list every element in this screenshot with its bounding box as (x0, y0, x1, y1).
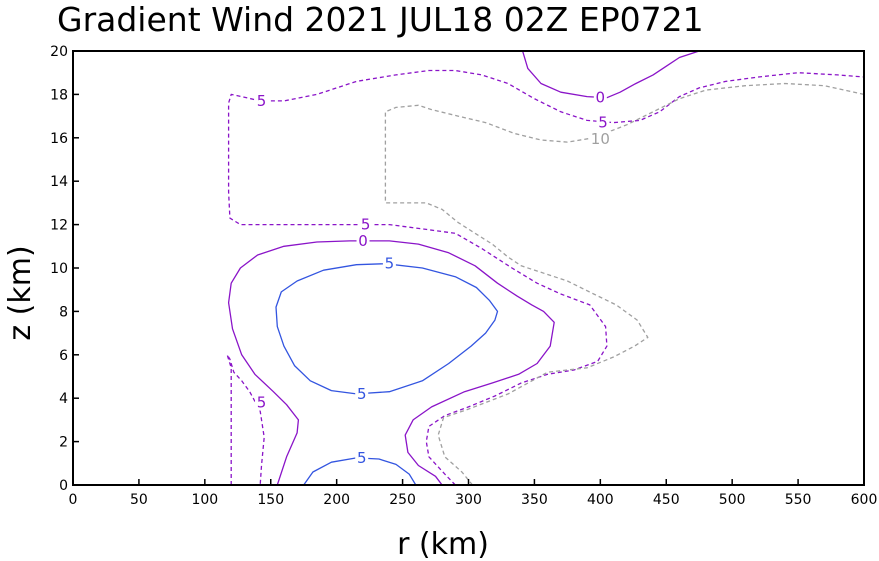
x-tick-label: 400 (587, 492, 614, 508)
contour-line-0 (227, 240, 555, 486)
contour-label-5: 5 (357, 449, 367, 467)
contour-label-0: 0 (596, 89, 606, 107)
contour-label-5: 5 (357, 385, 367, 403)
y-tick-label: 8 (59, 304, 68, 320)
x-axis-label: r (km) (397, 527, 489, 561)
contour-label-background (356, 232, 370, 249)
x-tick-label: 150 (257, 492, 284, 508)
x-tick-label: 100 (191, 492, 218, 508)
y-tick-label: 18 (50, 87, 68, 103)
contour-label-background (593, 89, 607, 106)
contour-line-0 (521, 50, 700, 99)
contour-label-background (355, 385, 369, 402)
contour-line-minus-10 (384, 82, 865, 486)
contour-line-minus-5 (226, 354, 265, 486)
contour-label-background (255, 394, 269, 411)
y-tick-label: 14 (50, 174, 68, 190)
contour-label-background (589, 130, 612, 147)
plot-frame (72, 50, 865, 486)
y-tick-label: 6 (59, 348, 68, 364)
contour-label-minus-5: 5 (361, 216, 371, 234)
y-tick-label: 16 (50, 131, 68, 147)
contour-line-minus-5 (227, 69, 865, 486)
y-tick-label: 0 (59, 478, 68, 494)
x-tick-label: 50 (130, 492, 148, 508)
contour-label-minus-10: 10 (591, 130, 610, 148)
contour-label-background (596, 114, 610, 131)
y-tick-label: 20 (50, 44, 68, 60)
contour-label-minus-5: 5 (598, 114, 608, 132)
y-tick-label: 12 (50, 218, 68, 234)
contour-label-background (359, 216, 373, 233)
y-axis-label: z (km) (3, 245, 38, 340)
y-tick-label: 10 (50, 261, 68, 277)
x-tick-label: 200 (323, 492, 350, 508)
x-axis-ticks: 0 50 100 150 200 250 300 350 400 450 500 550 600 (69, 479, 878, 508)
y-tick-label: 2 (59, 435, 68, 451)
x-tick-label: 250 (389, 492, 416, 508)
contour-label-5: 5 (385, 255, 395, 273)
chart-title: Gradient Wind 2021 JUL18 02Z EP0721 (57, 0, 704, 39)
contour-lines (226, 50, 865, 486)
contour-label-background (255, 92, 269, 109)
x-tick-label: 300 (455, 492, 482, 508)
x-tick-label: 550 (785, 492, 812, 508)
x-tick-label: 500 (719, 492, 746, 508)
x-tick-label: 0 (69, 492, 78, 508)
contour-label-background (355, 449, 369, 466)
x-tick-label: 450 (653, 492, 680, 508)
contour-label-minus-5: 5 (257, 92, 267, 110)
x-tick-label: 350 (521, 492, 548, 508)
contour-line-5 (275, 263, 499, 395)
y-tick-label: 4 (59, 391, 68, 407)
contour-label-0: 0 (358, 232, 368, 250)
y-axis-ticks: 0 2 4 6 8 10 12 14 16 18 20 (50, 44, 79, 494)
contour-label-minus-5: 5 (257, 394, 267, 412)
x-tick-label: 600 (851, 492, 878, 508)
contour-label-background (382, 255, 396, 272)
